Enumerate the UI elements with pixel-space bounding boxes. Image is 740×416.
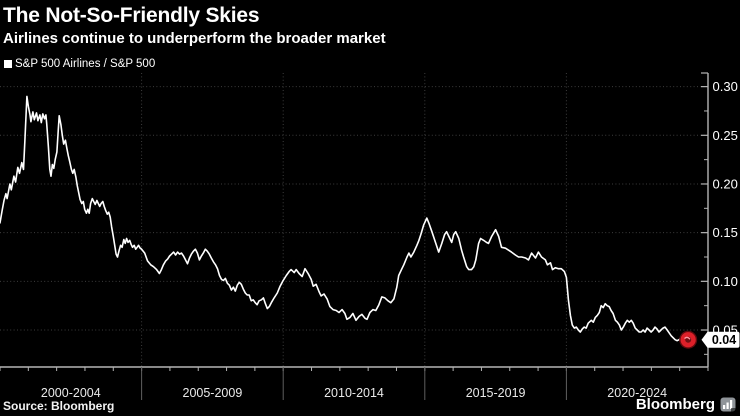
x-axis-label: 2010-2014	[324, 386, 384, 400]
legend: S&P 500 Airlines / S&P 500	[4, 58, 155, 70]
series-line	[0, 95, 689, 342]
last-price-label: 0.04	[712, 333, 736, 347]
y-tick-label: 0.30	[713, 79, 738, 94]
x-axis-label: 2020-2024	[607, 386, 667, 400]
x-axis-label: 2000-2004	[41, 386, 101, 400]
live-dot-fleck	[684, 336, 691, 340]
source-note: Source: Bloomberg	[3, 399, 115, 413]
x-axis-label: 2015-2019	[466, 386, 526, 400]
y-tick-label: 0.25	[713, 128, 738, 143]
y-tick-label: 0.10	[713, 274, 738, 289]
y-tick-label: 0.15	[713, 225, 738, 240]
chart-title: The Not-So-Friendly Skies	[3, 4, 260, 27]
bloomberg-wordmark: Bloomberg	[635, 396, 715, 413]
x-axis-label: 2005-2009	[183, 386, 243, 400]
y-tick-label: 0.20	[713, 176, 738, 191]
chart-subtitle: Airlines continue to underperform the br…	[3, 30, 386, 47]
legend-swatch-icon	[4, 60, 12, 68]
last-price-badge	[701, 331, 740, 348]
legend-label: S&P 500 Airlines / S&P 500	[15, 58, 156, 70]
bloomberg-logo: Bloomberg	[636, 396, 736, 413]
terminal-chart-icon	[720, 397, 736, 412]
